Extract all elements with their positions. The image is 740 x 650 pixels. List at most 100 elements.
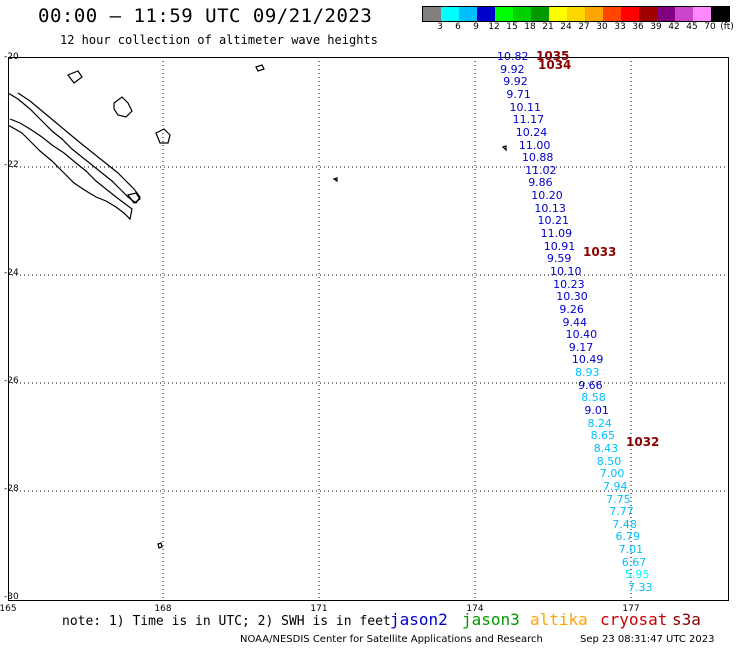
wave-height-value: 10.13: [534, 201, 566, 215]
lon-label-177: 177: [622, 604, 640, 614]
wave-height-value: 6.79: [615, 530, 641, 544]
legend-swatch: [549, 7, 567, 21]
wave-height-value: 9.66: [578, 378, 603, 392]
lat-label-20: -20: [4, 52, 19, 62]
small-island-b: [501, 145, 507, 152]
wave-height-value: 7.94: [603, 479, 628, 493]
legend-tick-label: 36: [632, 22, 644, 32]
wave-height-value: 9.92: [503, 75, 528, 89]
coastlines: [8, 64, 507, 549]
wave-height-value: 9.01: [584, 404, 609, 417]
wave-height-value: 9.26: [559, 302, 584, 316]
legend-tick-label: 24: [560, 22, 572, 32]
norfolk-island: [157, 542, 163, 549]
wave-height-value: 10.21: [537, 214, 570, 228]
wave-height-value: 8.93: [574, 366, 600, 380]
wave-height-value: 9.59: [546, 252, 572, 266]
legend-tick-label: 39: [650, 22, 662, 32]
legend-tick-label: 27: [578, 22, 590, 32]
new-caledonia-coast-2: [8, 92, 141, 204]
lon-label-168: 168: [154, 604, 172, 614]
pressure-label: 1035: [536, 49, 570, 63]
legend-tick-label: 18: [524, 22, 536, 32]
wave-height-value: 11.09: [540, 227, 573, 240]
legend-swatch: [459, 7, 477, 21]
wave-height-value: 10.82: [497, 50, 529, 63]
legend-tick-label: 9: [473, 22, 479, 32]
wave-height-value: 9.17: [568, 340, 594, 354]
color-legend-labels: 3 6 9 12 15 18 21 24 27 30 33 36 39 42 45 70 (ft): [422, 22, 734, 34]
satellite-cryosat: cryosat: [600, 610, 668, 629]
wave-height-value: 8.50: [596, 454, 622, 468]
chart-subtitle: 12 hour collection of altimeter wave hei…: [60, 33, 378, 47]
legend-tick-label: 70: [704, 22, 716, 32]
lon-label-171: 171: [310, 604, 328, 614]
loyalty-island-lifou: [113, 96, 133, 118]
wave-height-value: 7.48: [612, 517, 637, 531]
generated-timestamp: Sep 23 08:31:47 UTC 2023: [580, 634, 715, 645]
lat-label-24: -24: [4, 268, 19, 278]
legend-tick-label: 6: [455, 22, 461, 32]
legend-swatch: [639, 7, 657, 21]
new-caledonia-coast: [8, 118, 133, 221]
legend-swatch: [423, 7, 441, 21]
color-legend-bar: [422, 6, 730, 22]
chart-title: 00:00 – 11:59 UTC 09/21/2023: [38, 5, 373, 27]
wave-height-value: 5.95: [624, 568, 650, 582]
wave-height-value: 7.77: [609, 505, 634, 519]
wave-height-value: 6.67: [621, 555, 647, 569]
satellite-jason3: jason3: [462, 610, 520, 629]
legend-swatch: [495, 7, 513, 21]
legend-swatch: [621, 7, 639, 21]
legend-tick-label: 15: [506, 22, 518, 32]
satellite-jason2: jason2: [390, 610, 448, 629]
legend-swatch: [513, 7, 531, 21]
legend-tick-label: 12: [488, 22, 500, 32]
walpole-island: [255, 64, 265, 72]
satellite-s3a: s3a: [672, 610, 701, 629]
map-frame: [8, 57, 729, 601]
wave-height-value: 11.00: [518, 138, 551, 152]
wave-height-value: 10.20: [531, 189, 563, 203]
legend-tick-label: 21: [542, 22, 554, 32]
loyalty-island-mare: [155, 128, 171, 144]
wave-height-value: 10.24: [515, 125, 548, 139]
wave-height-value: 7.01: [618, 543, 644, 557]
wave-height-value: 10.40: [565, 328, 598, 342]
legend-unit: (ft): [720, 22, 734, 32]
wave-height-value: 7.00: [599, 467, 625, 481]
wave-height-value: 8.43: [593, 441, 619, 455]
wave-height-value: 11.17: [512, 113, 545, 127]
lon-label-165: 165: [0, 604, 17, 614]
lat-label-28: -28: [4, 484, 19, 494]
legend-swatch: [675, 7, 693, 21]
wave-height-value: 11.02: [525, 163, 557, 177]
wave-height-value: 9.44: [562, 315, 588, 329]
legend-swatch: [531, 7, 549, 21]
legend-swatch: [693, 7, 711, 21]
lat-label-30: -30: [4, 592, 19, 602]
wave-height-value: 10.23: [553, 277, 585, 291]
wave-height-value: 9.71: [506, 87, 531, 101]
satellite-altika: altika: [530, 610, 588, 629]
lon-label-174: 174: [466, 604, 484, 614]
legend-tick-label: 45: [686, 22, 698, 32]
small-island-a: [332, 177, 338, 183]
legend-tick-label: 42: [668, 22, 680, 32]
wave-height-value: 10.30: [556, 290, 588, 304]
map-canvas: [8, 57, 729, 601]
legend-swatch: [585, 7, 603, 21]
wave-height-value: 10.49: [571, 353, 604, 367]
wave-height-value: 8.24: [587, 416, 612, 430]
legend-tick-label: 3: [437, 22, 443, 32]
legend-swatch: [567, 7, 585, 21]
pressure-label: 1034: [538, 58, 572, 72]
wave-height-value: 7.33: [628, 581, 653, 594]
legend-tick-label: 30: [596, 22, 608, 32]
wave-height-value: 10.88: [521, 151, 554, 165]
wave-height-value: 9.86: [528, 176, 553, 190]
wave-height-value: 8.65: [590, 429, 616, 443]
legend-swatch: [657, 7, 675, 21]
legend-swatch: [711, 7, 729, 21]
lat-label-22: -22: [4, 160, 19, 170]
